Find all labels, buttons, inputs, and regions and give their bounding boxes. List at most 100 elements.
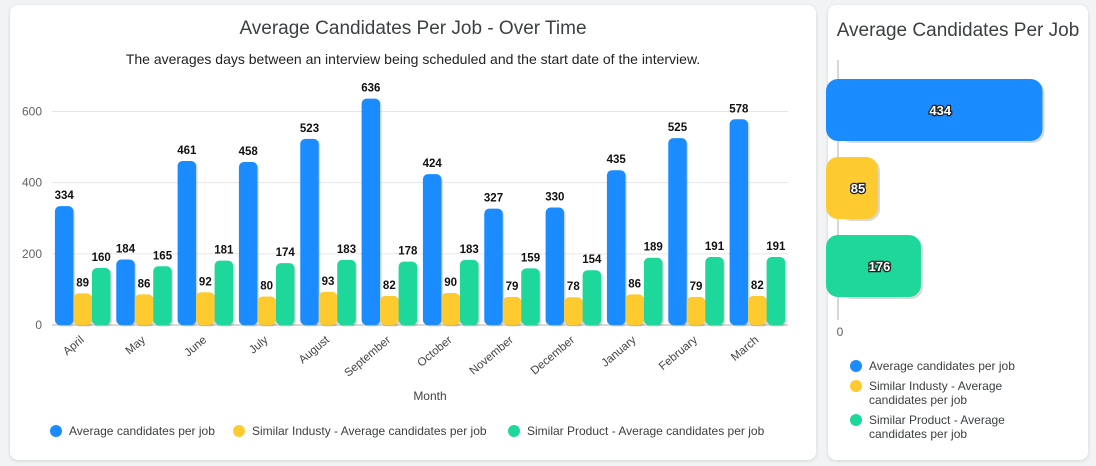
bar-january-s1 [606,170,626,325]
bar-april-s3 [91,268,111,325]
bar-september-s1 [361,98,381,326]
data-label: 330 [545,192,564,204]
y-tick-label: 0 [35,318,42,332]
data-label: 525 [668,122,688,134]
x-tick-label: October [416,334,455,370]
data-label: 435 [607,154,627,166]
data-label: 458 [239,146,259,158]
x-tick-label: June [182,334,209,359]
bar-august-s1 [300,138,319,325]
summary-bar-chart: 434 85 176 0 Average candidates per job Simil… [826,60,1045,441]
data-label: 90 [444,277,457,289]
legend-swatch [850,360,862,372]
data-label: 86 [138,278,151,290]
bar-august-s3 [337,259,356,325]
x-tick-label: November [468,334,516,377]
data-label: 82 [751,280,764,292]
legend-label: Average candidates per job [69,424,215,438]
data-label: 82 [383,280,396,292]
data-label: 174 [276,247,296,259]
data-label: 327 [484,193,503,205]
bar-november-s3 [521,268,540,325]
bar-march-s1 [729,119,749,325]
bar-june-s3 [214,260,234,325]
x-tick-label: May [124,334,149,357]
monthly-chart-subtitle: The averages days between an interview b… [125,51,701,67]
bar-july-s2 [257,296,276,325]
data-label: 165 [153,250,173,262]
bar-september-s3 [398,261,418,325]
legend-swatch [508,425,520,437]
data-label: 80 [260,281,273,293]
x-tick-label: September [342,334,393,379]
legend-swatch [50,425,62,437]
bar-april-s2 [73,293,92,325]
data-label: 160 [92,252,111,264]
data-label: 89 [76,277,89,289]
x-tick-label: July [247,334,271,356]
x-tick-label: March [729,334,761,364]
bar-october-s2 [441,292,460,325]
legend-label: candidates per job [869,427,967,441]
bar-november-s2 [502,296,522,325]
data-label: 334 [55,190,75,202]
summary-bar-value: 434 [929,103,951,118]
data-label: 181 [214,245,234,257]
data-label: 191 [766,241,786,253]
bar-march-s2 [748,295,767,325]
bar-june-s1 [177,160,197,325]
bar-march-s3 [766,257,786,325]
data-label: 461 [177,145,197,157]
bar-february-s2 [686,296,706,325]
y-tick-label: 600 [22,104,42,118]
bar-may-s3 [153,266,172,325]
x-tick-label: December [529,334,577,377]
data-label: 79 [690,281,703,293]
data-label: 93 [322,276,335,288]
data-label: 523 [300,123,319,135]
y-tick-label: 200 [22,247,42,261]
bar-april-s1 [54,206,74,325]
legend-label: Similar Industy - Average [869,379,1002,393]
data-label: 184 [116,244,136,256]
data-label: 578 [729,103,749,115]
y-tick-label: 400 [22,176,42,190]
bar-august-s2 [318,291,338,325]
summary-bar-1 [826,79,1043,141]
bar-may-s1 [116,259,135,325]
x-tick-label: April [61,334,86,358]
data-label: 78 [567,281,580,293]
bar-june-s2 [196,292,215,325]
summary-bar-value: 85 [851,181,865,196]
x-axis-title: Month [413,389,446,403]
data-label: 154 [582,254,602,266]
summary-bar-value: 176 [869,259,891,274]
legend-label: Similar Industy - Average candidates per… [252,424,487,438]
bar-december-s2 [564,297,583,325]
data-label: 159 [521,252,540,264]
bar-december-s1 [545,207,565,325]
legend-swatch [233,425,245,437]
bar-december-s3 [582,270,602,325]
data-label: 636 [361,83,380,95]
summary-bar-2 [826,157,879,219]
bar-february-s3 [705,257,724,325]
bar-july-s3 [275,263,295,325]
bar-october-s3 [459,259,479,325]
data-label: 178 [398,246,418,258]
monthly-chart-card: Average Candidates Per Job - Over Time T… [10,5,816,460]
legend-label: Average candidates per job [869,359,1015,373]
legend-label: Similar Product - Average [869,413,1005,427]
bar-november-s1 [484,208,503,325]
bar-february-s1 [668,138,687,325]
bar-october-s1 [422,174,442,325]
data-label: 189 [644,242,663,254]
x-tick-label: February [657,334,700,373]
bar-january-s3 [643,257,663,325]
bar-july-s1 [238,162,258,325]
data-label: 79 [506,281,519,293]
data-label: 183 [460,244,479,256]
summary-chart-title: Average Candidates Per Job [836,20,1080,41]
x-tick-label: 0 [837,325,844,339]
x-tick-label: August [297,334,333,367]
